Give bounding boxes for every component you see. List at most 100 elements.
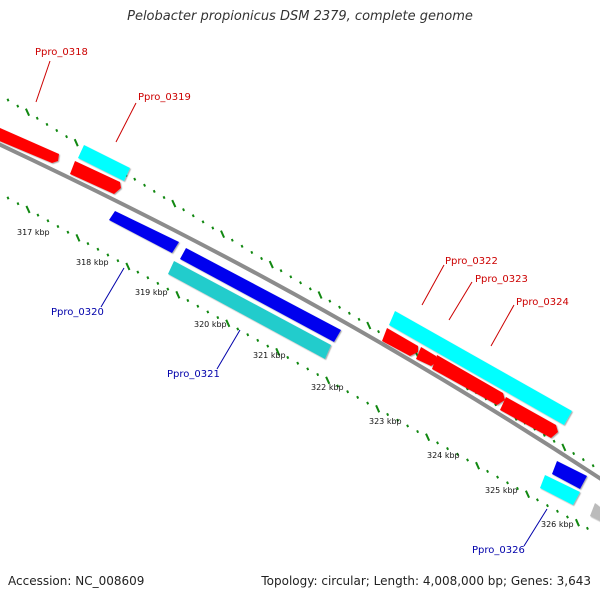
gene-Ppro_0322-arrow[interactable] [382,328,418,356]
minor-tick [16,104,20,108]
minor-tick [86,241,90,246]
minor-tick [16,202,20,206]
minor-tick [36,213,40,217]
major-tick [425,433,431,442]
gene-labels: Ppro_0318 Ppro_0319 Ppro_0320 Ppro_0321 … [35,47,569,556]
minor-tick [466,458,470,462]
major-tick [268,260,274,269]
gene-Ppro_0321-arrow[interactable] [180,248,341,342]
minor-tick [143,183,147,187]
minor-tick [356,395,360,400]
minor-tick [299,281,303,285]
minor-tick [545,503,549,508]
major-tick [475,461,481,470]
gene-label-Ppro_0326[interactable]: Ppro_0326 [472,545,525,556]
minor-tick [336,384,340,388]
gene-Ppro_0319-arrow[interactable] [70,161,121,194]
minor-tick [306,367,310,371]
major-tick [561,443,567,452]
major-tick [75,233,81,242]
kbp-label: 323 kbp [369,417,402,426]
minor-tick [346,390,350,394]
major-tick [524,490,531,499]
major-tick [25,205,31,214]
minor-tick [65,134,69,139]
major-tick [317,291,323,299]
gene-label-Ppro_0318[interactable]: Ppro_0318 [35,47,88,58]
major-tick [325,376,331,385]
forward-strand-features [0,123,572,438]
rna-Ppro_0326-arrow[interactable] [540,475,580,505]
minor-tick [6,196,10,200]
gene-label-Ppro_0320[interactable]: Ppro_0320 [51,307,104,318]
minor-tick [116,259,120,263]
minor-tick [542,433,546,437]
minor-tick [66,230,70,234]
minor-tick [46,219,50,223]
minor-tick [182,208,186,212]
gene-Ppro_0320-arrow[interactable] [109,211,179,253]
kbp-label: 322 kbp [311,383,344,392]
major-tick [375,404,381,413]
kbp-label: 324 kbp [427,451,460,460]
minor-tick [347,311,351,315]
minor-tick [162,195,166,200]
major-tick [366,321,372,330]
minor-tick [289,275,293,279]
kbp-label: 319 kbp [135,288,168,297]
minor-tick [211,226,215,230]
minor-tick [585,526,589,531]
kbp-label: 325 kbp [485,486,518,495]
gene-Ppro_0327-arrow[interactable] [590,503,600,521]
rna-Ppro_0321-arrow[interactable] [168,261,331,359]
minor-tick [201,220,205,224]
minor-tick [436,441,440,445]
minor-tick [572,451,576,456]
minor-tick [366,401,370,405]
label-leaders [35,60,548,547]
major-tick [220,230,226,239]
kbp-label: 317 kbp [17,228,50,237]
rna-Ppro_0322-0324-arrow[interactable] [389,311,572,425]
gene-label-Ppro_0321[interactable]: Ppro_0321 [167,369,220,380]
minor-tick [486,469,490,474]
kbp-label: 320 kbp [194,320,227,329]
minor-tick [377,329,381,334]
reverse-strand-features [109,211,600,521]
genome-backbone [0,142,600,481]
minor-tick [565,515,569,519]
minor-tick [56,224,60,229]
minor-tick [250,250,254,254]
minor-tick [35,116,39,120]
gene-label-Ppro_0323[interactable]: Ppro_0323 [475,274,528,285]
gene-label-Ppro_0319[interactable]: Ppro_0319 [138,92,191,103]
minor-tick [506,481,509,485]
minor-tick [456,452,460,456]
minor-tick [535,498,539,502]
minor-tick [55,128,59,133]
major-tick [175,290,181,299]
minor-tick [240,244,244,248]
major-tick [225,319,231,328]
major-tick [73,138,79,147]
minor-tick [166,287,170,291]
gene-Ppro_0326-arrow[interactable] [552,461,587,489]
minor-tick [296,361,300,365]
gene-label-Ppro_0322[interactable]: Ppro_0322 [445,256,498,267]
gene-Ppro_0318-arrow[interactable] [0,123,59,163]
rna-Ppro_0319-arrow[interactable] [78,145,130,181]
minor-tick [246,333,250,337]
map-title: Pelobacter propionicus DSM 2379, complet… [127,9,473,24]
gene-Ppro_0324a-arrow[interactable] [432,355,505,405]
gene-label-Ppro_0324[interactable]: Ppro_0324 [516,297,569,308]
accession-text: Accession: NC_008609 [8,574,145,588]
major-tick [574,518,580,527]
gene-Ppro_0324b-arrow[interactable] [500,397,558,438]
minor-tick [45,122,49,126]
minor-tick [516,486,519,491]
minor-tick [406,424,410,428]
minor-tick [191,214,195,218]
gene-Ppro_0323-arrow[interactable] [416,347,437,366]
minor-tick [230,238,234,242]
